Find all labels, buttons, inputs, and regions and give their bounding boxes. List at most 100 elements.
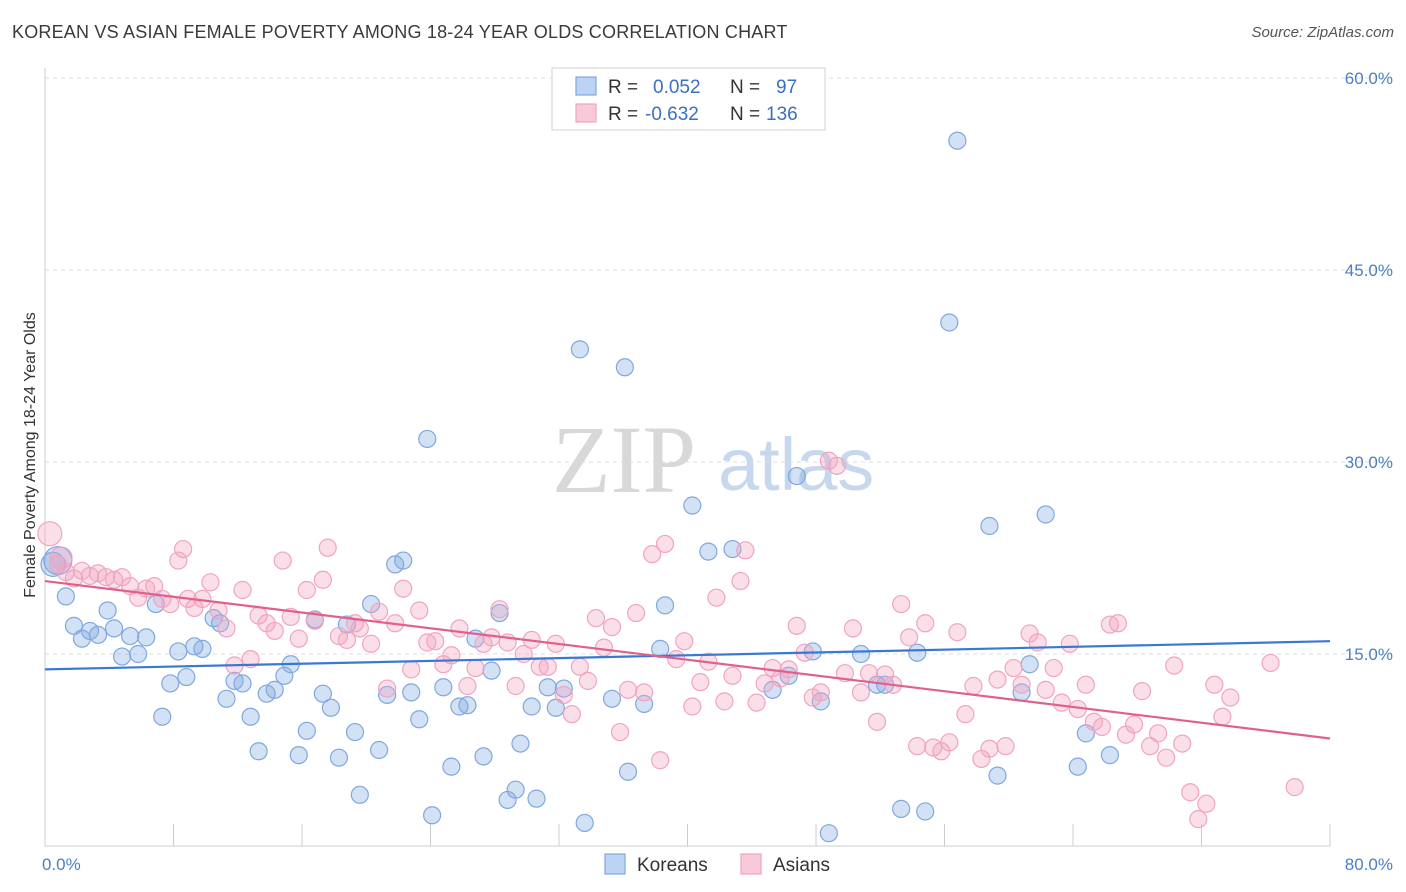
bottom-legend-swatch-korean — [604, 853, 626, 875]
korean-point-57 — [506, 780, 525, 799]
korean-point-68 — [618, 762, 638, 781]
korean-point-0 — [40, 551, 66, 578]
asian-point-40 — [350, 619, 369, 638]
korean-point-61 — [538, 678, 557, 697]
korean-trend-line — [44, 640, 1331, 671]
asian-point-101 — [843, 619, 863, 638]
asian-point-87 — [731, 571, 750, 591]
asian-point-85 — [715, 692, 734, 711]
korean-point-5 — [88, 625, 108, 644]
asian-point-110 — [916, 614, 935, 633]
korean-point-65 — [575, 813, 594, 833]
y-tick-label-1: 30.0% — [1345, 453, 1393, 472]
asian-point-69 — [586, 609, 606, 628]
asian-point-70 — [594, 638, 614, 657]
asian-point-108 — [900, 628, 919, 647]
korean-point-80 — [819, 824, 838, 843]
asian-point-35 — [313, 570, 332, 589]
korean-point-11 — [137, 628, 156, 647]
korean-point-66 — [602, 689, 622, 708]
x-tick-labels: 0.0% 80.0% — [42, 855, 1393, 874]
korean-point-8 — [112, 647, 132, 666]
korean-point-38 — [350, 785, 369, 804]
korean-point-67 — [615, 358, 634, 377]
watermark-zip: ZIP — [552, 406, 696, 513]
legend-r-label-1: R = — [608, 77, 638, 98]
korean-point-34 — [321, 698, 341, 717]
asian-point-46 — [402, 660, 421, 679]
asian-point-88 — [736, 541, 755, 560]
korean-point-73 — [699, 542, 718, 561]
korean-point-64 — [570, 340, 589, 359]
korean-point-72 — [683, 496, 702, 515]
asian-point-66 — [562, 705, 581, 724]
bottom-legend: Koreans Asians — [604, 853, 830, 876]
korean-point-58 — [511, 734, 530, 753]
asian-point-38 — [337, 630, 357, 650]
asian-point-128 — [1060, 634, 1079, 653]
legend-box: R = 0.052 N = 97 R = -0.632 N = 136 — [551, 67, 826, 131]
korean-point-46 — [418, 429, 437, 449]
asian-point-119 — [988, 670, 1007, 689]
grid-lines — [45, 77, 1392, 655]
asian-point-cluster — [49, 546, 73, 570]
asian-point-57 — [490, 600, 509, 619]
korean-point-77 — [787, 466, 806, 486]
korean-point-71 — [655, 596, 675, 615]
legend-r-value-2: -0.632 — [645, 104, 699, 125]
asian-point-86 — [723, 666, 742, 685]
asian-point-81 — [683, 697, 702, 716]
korean-point-41 — [378, 685, 397, 705]
asian-point-76 — [643, 545, 662, 564]
korean-point-59 — [522, 697, 541, 716]
asian-point-34 — [305, 611, 324, 630]
asian-point-144 — [1189, 810, 1208, 829]
asian-point-53 — [458, 676, 477, 696]
korean-point-55 — [490, 603, 509, 623]
x-tick-label-1: 80.0% — [1345, 855, 1393, 874]
asian-point-137 — [1132, 682, 1152, 701]
asian-point-0 — [37, 521, 63, 547]
korean-point-92 — [1020, 655, 1039, 674]
asian-point-77 — [651, 751, 670, 770]
korean-point-35 — [329, 748, 349, 767]
asian-point-102 — [851, 683, 871, 702]
korean-point-62 — [546, 698, 565, 717]
bottom-legend-asian: Asians — [773, 855, 830, 876]
korean-point-15 — [169, 642, 188, 661]
legend-n-value-2: 136 — [766, 104, 798, 125]
asian-point-109 — [908, 737, 927, 756]
asian-point-149 — [1261, 653, 1280, 673]
x-tick-label-0: 0.0% — [42, 855, 81, 874]
asian-point-126 — [1044, 658, 1063, 678]
asian-point-16 — [169, 551, 188, 570]
korean-point-16 — [177, 667, 196, 687]
asian-point-74 — [626, 603, 646, 623]
asian-point-89 — [747, 693, 766, 712]
source-label: Source: ZipAtlas.com — [1251, 24, 1394, 41]
korean-point-93 — [1036, 505, 1055, 524]
watermark-atlas: atlas — [718, 423, 874, 506]
asian-point-22 — [209, 601, 228, 620]
asian-point-68 — [578, 671, 598, 690]
korean-point-43 — [394, 551, 413, 570]
asian-point-121 — [1004, 658, 1023, 678]
asian-point-103 — [859, 664, 879, 683]
korean-point-81 — [851, 644, 871, 664]
korean-point-40 — [370, 740, 389, 760]
asian-point-118 — [980, 739, 999, 758]
korean-points — [40, 131, 1120, 843]
asian-point-107 — [892, 594, 911, 614]
korean-point-90 — [988, 766, 1007, 785]
legend-r-label-2: R = — [608, 104, 638, 125]
asian-point-80 — [675, 632, 694, 651]
asian-point-65 — [554, 685, 573, 705]
asian-point-116 — [964, 676, 983, 696]
asian-point-21 — [201, 573, 220, 592]
legend-n-label-1: N = — [730, 77, 760, 98]
korean-point-53 — [474, 747, 493, 766]
asian-point-36 — [318, 538, 337, 557]
legend-n-value-1: 97 — [776, 77, 797, 98]
korean-point-86 — [916, 802, 935, 821]
bottom-legend-swatch-asian — [740, 853, 762, 875]
